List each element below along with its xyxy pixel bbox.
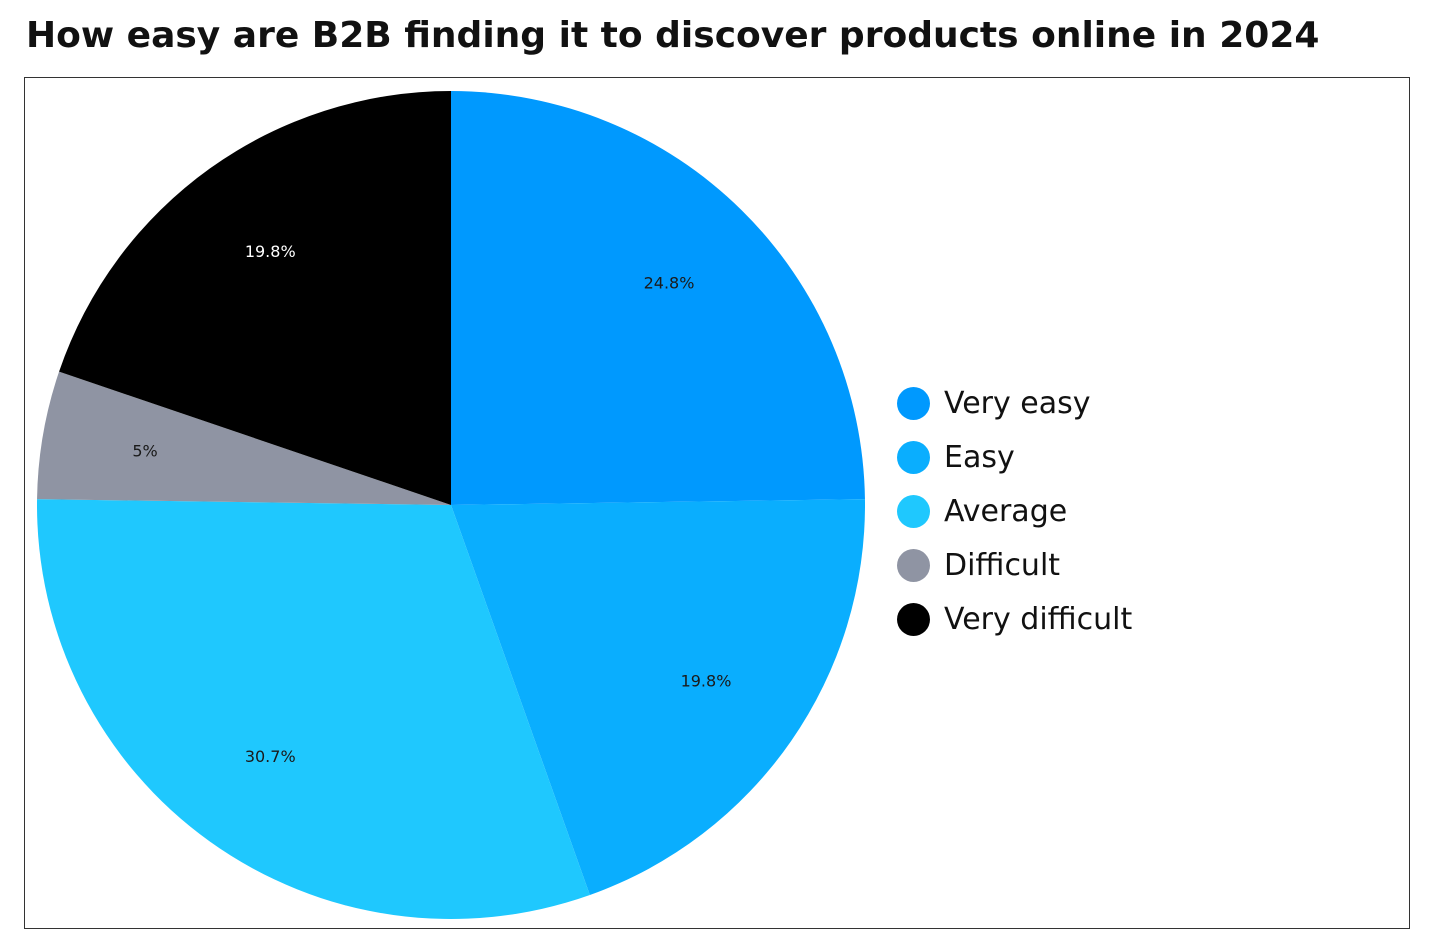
- legend-label: Average: [944, 493, 1068, 529]
- pie-slice-easy: [451, 499, 865, 896]
- legend-label: Easy: [944, 439, 1015, 475]
- pie-slice-very-easy: [451, 91, 865, 505]
- data-label-average: 30.7%: [245, 747, 296, 766]
- chart-title: How easy are B2B finding it to discover …: [26, 15, 1320, 56]
- legend-label: Very easy: [944, 385, 1091, 421]
- legend-swatch: [897, 548, 930, 582]
- legend-item-very-easy: Very easy: [897, 376, 1132, 430]
- legend-item-difficult: Difficult: [897, 538, 1132, 592]
- legend-item-very-difficult: Very difficult: [897, 592, 1132, 646]
- pie-slice-difficult: [37, 371, 451, 505]
- legend-swatch: [897, 494, 930, 528]
- legend-swatch: [897, 602, 930, 636]
- data-label-easy: 19.8%: [681, 672, 732, 691]
- legend-swatch: [897, 386, 930, 420]
- legend-label: Very difficult: [944, 601, 1133, 637]
- legend-swatch: [897, 440, 930, 474]
- data-label-very-difficult: 19.8%: [245, 242, 296, 261]
- legend-item-average: Average: [897, 484, 1132, 538]
- data-label-difficult: 5%: [132, 442, 157, 461]
- pie-chart: 24.8% 19.8% 30.7% 5% 19.8%: [37, 90, 865, 919]
- data-label-very-easy: 24.8%: [644, 273, 695, 292]
- legend-item-easy: Easy: [897, 430, 1132, 484]
- legend: Very easy Easy Average Difficult Very diffic…: [897, 376, 1132, 646]
- legend-label: Difficult: [944, 547, 1061, 583]
- chart-frame: 24.8% 19.8% 30.7% 5% 19.8% Very easy Easy Aver…: [24, 77, 1410, 929]
- pie-slice-average: [37, 499, 590, 919]
- pie-slice-very-difficult: [59, 90, 451, 505]
